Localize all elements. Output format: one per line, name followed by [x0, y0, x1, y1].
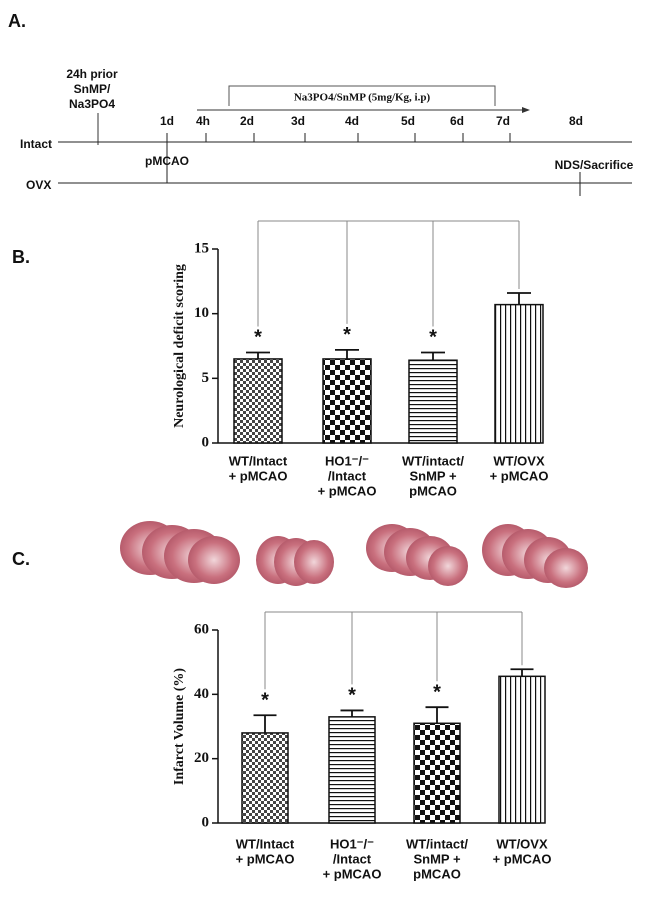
x-tick-label: HO1⁻/⁻ — [325, 453, 369, 468]
brain-slices — [120, 521, 240, 584]
time-label: 3d — [291, 114, 305, 128]
event-label: pMCAO — [145, 154, 189, 168]
time-label: 4d — [345, 114, 359, 128]
y-tick-label: 0 — [202, 814, 210, 830]
time-label: 4h — [196, 114, 210, 128]
panel-label: A. — [8, 11, 26, 31]
time-label: 7d — [496, 114, 510, 128]
time-label: 2d — [240, 114, 254, 128]
x-tick-label: + pMCAO — [490, 468, 549, 483]
x-tick-label: WT/intact/ — [402, 453, 464, 468]
time-label: 5d — [401, 114, 415, 128]
x-tick-label: + pMCAO — [323, 866, 382, 881]
time-label: 1d — [160, 114, 174, 128]
treatment-bracket — [228, 85, 496, 106]
x-tick-label: SnMP + — [413, 851, 460, 866]
y-tick-label: 20 — [194, 750, 209, 766]
brain-slices — [482, 524, 588, 588]
group-label: OVX — [26, 178, 51, 192]
x-tick-label: + pMCAO — [493, 851, 552, 866]
brain-slices — [256, 536, 334, 586]
y-tick-label: 0 — [202, 434, 210, 450]
x-tick-label: /Intact — [328, 468, 367, 483]
group-label: Intact — [20, 137, 52, 151]
event-label: NDS/Sacrifice — [555, 158, 634, 172]
significance-mark: * — [348, 685, 356, 707]
arrowhead — [522, 107, 530, 113]
x-tick-label: /Intact — [333, 851, 372, 866]
y-tick-label: 5 — [202, 370, 210, 386]
bar — [494, 303, 544, 444]
bar — [233, 358, 283, 444]
x-tick-label: WT/OVX — [493, 453, 545, 468]
x-tick-label: + pMCAO — [229, 468, 288, 483]
y-tick-label: 60 — [194, 621, 209, 637]
bar — [322, 358, 372, 444]
bar — [328, 716, 376, 824]
x-tick-label: + pMCAO — [318, 483, 377, 498]
y-axis-label: Infarct Volume (%) — [172, 668, 187, 786]
prior-label: SnMP/ — [74, 82, 111, 96]
y-axis-label: Neurological deficit scoring — [172, 264, 187, 428]
x-tick-label: HO1⁻/⁻ — [330, 836, 374, 851]
panel-label: B. — [12, 247, 30, 267]
treatment-label: Na3PO4/SnMP (5mg/Kg, i.p) — [294, 92, 431, 104]
y-tick-label: 15 — [194, 240, 209, 256]
significance-mark: * — [343, 324, 351, 346]
bar — [413, 722, 461, 824]
brain-slices — [366, 524, 468, 586]
y-tick-label: 40 — [194, 686, 209, 702]
time-label: 8d — [569, 114, 583, 128]
significance-mark: * — [254, 327, 262, 349]
significance-mark: * — [433, 681, 441, 703]
bar — [498, 675, 546, 824]
x-tick-label: WT/Intact — [229, 453, 288, 468]
x-tick-label: WT/OVX — [496, 836, 548, 851]
x-tick-label: WT/Intact — [236, 836, 295, 851]
significance-mark: * — [429, 327, 437, 349]
significance-mark: * — [261, 690, 269, 712]
bar — [408, 359, 458, 444]
x-tick-label: SnMP + — [409, 468, 456, 483]
prior-label: 24h prior — [66, 67, 118, 81]
y-tick-label: 10 — [194, 305, 209, 321]
time-label: 6d — [450, 114, 464, 128]
x-tick-label: WT/intact/ — [406, 836, 468, 851]
panel-label: C. — [12, 549, 30, 569]
x-tick-label: pMCAO — [409, 483, 457, 498]
x-tick-label: + pMCAO — [236, 851, 295, 866]
x-tick-label: pMCAO — [413, 866, 461, 881]
timeline: A. 24h prior SnMP/ Na3PO4 Na3PO4/SnMP (5… — [8, 11, 634, 196]
brain-images — [120, 521, 588, 588]
prior-label: Na3PO4 — [69, 97, 115, 111]
bar — [241, 732, 289, 824]
